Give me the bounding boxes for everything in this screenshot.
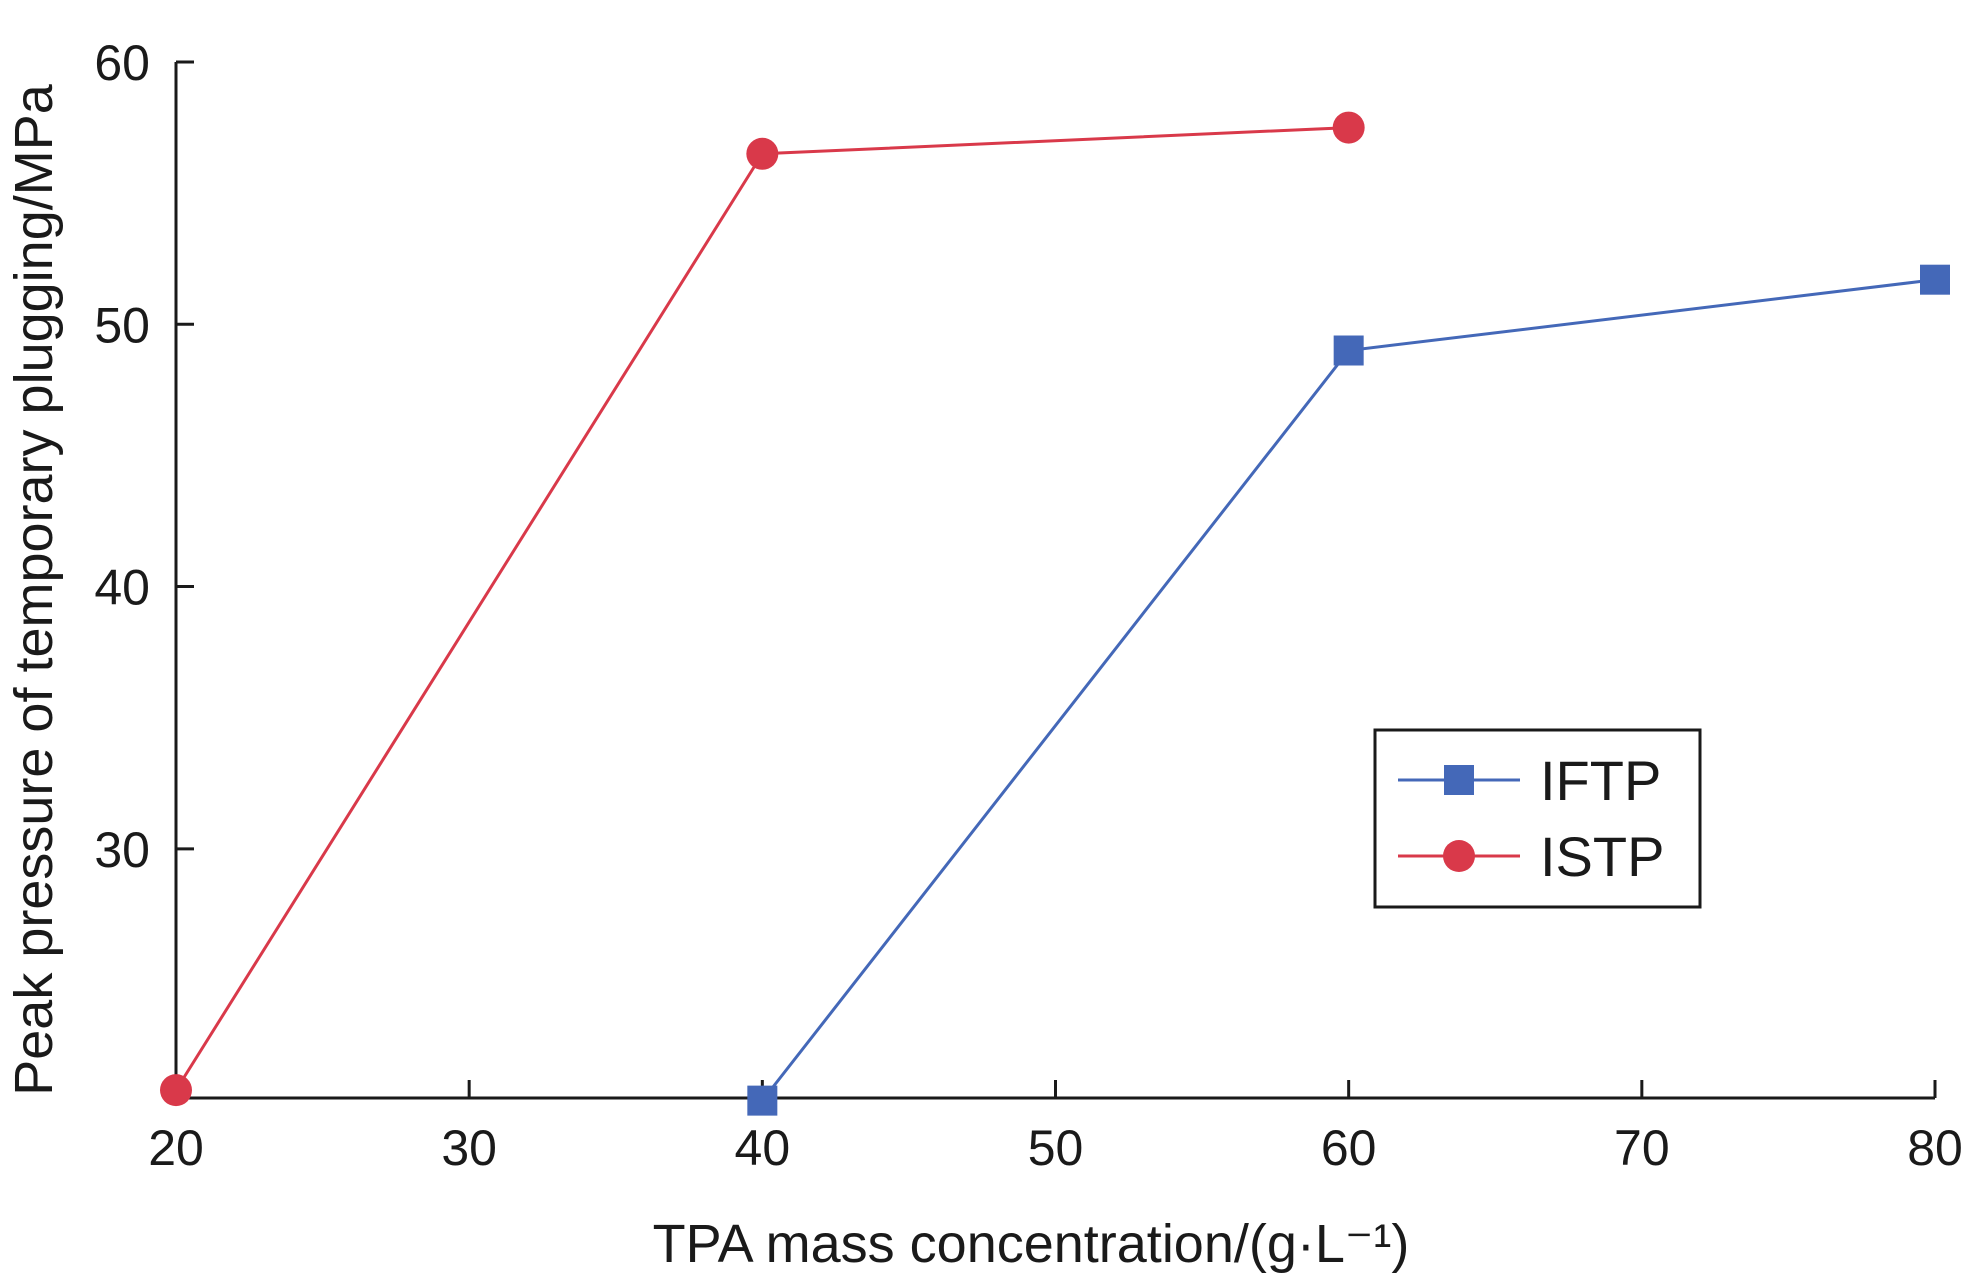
x-tick-label: 20: [148, 1120, 204, 1176]
y-tick-label: 40: [94, 560, 150, 616]
series-layer: [160, 111, 1950, 1116]
series-line-istp: [174, 126, 1349, 1091]
data-point-istp: [1332, 111, 1365, 144]
legend-label-istp: ISTP: [1540, 825, 1664, 888]
series-line-iftp: [761, 278, 1936, 1102]
y-tick-label: 30: [94, 822, 150, 878]
x-tick-label: 30: [441, 1120, 497, 1176]
legend-box: [1373, 728, 1702, 909]
x-tick-label: 70: [1614, 1120, 1670, 1176]
data-point-iftp: [1333, 335, 1364, 366]
ticks: 20 30 40 50 60 70 80 30 40 50 60: [94, 35, 1962, 1176]
data-point-istp: [746, 137, 779, 170]
x-tick-label: 50: [1028, 1120, 1084, 1176]
y-tick-label: 50: [94, 297, 150, 353]
y-axis-title: Peak pressure of temporary plugging/MPa: [4, 83, 64, 1095]
x-tick-label: 60: [1321, 1120, 1377, 1176]
y-tick-label: 60: [94, 35, 150, 91]
legend: IFTP ISTP: [1373, 728, 1702, 909]
x-tick-label: 80: [1907, 1120, 1963, 1176]
legend-marker-iftp: [1444, 765, 1474, 795]
axes: [174, 62, 1935, 1100]
legend-marker-istp: [1443, 840, 1475, 872]
legend-label-iftp: IFTP: [1540, 749, 1661, 812]
x-tick-label: 40: [735, 1120, 791, 1176]
data-point-istp: [160, 1074, 192, 1107]
data-point-iftp: [1920, 264, 1950, 295]
data-point-iftp: [747, 1085, 778, 1116]
x-axis-title: TPA mass concentration/(g·L⁻¹): [653, 1214, 1410, 1274]
